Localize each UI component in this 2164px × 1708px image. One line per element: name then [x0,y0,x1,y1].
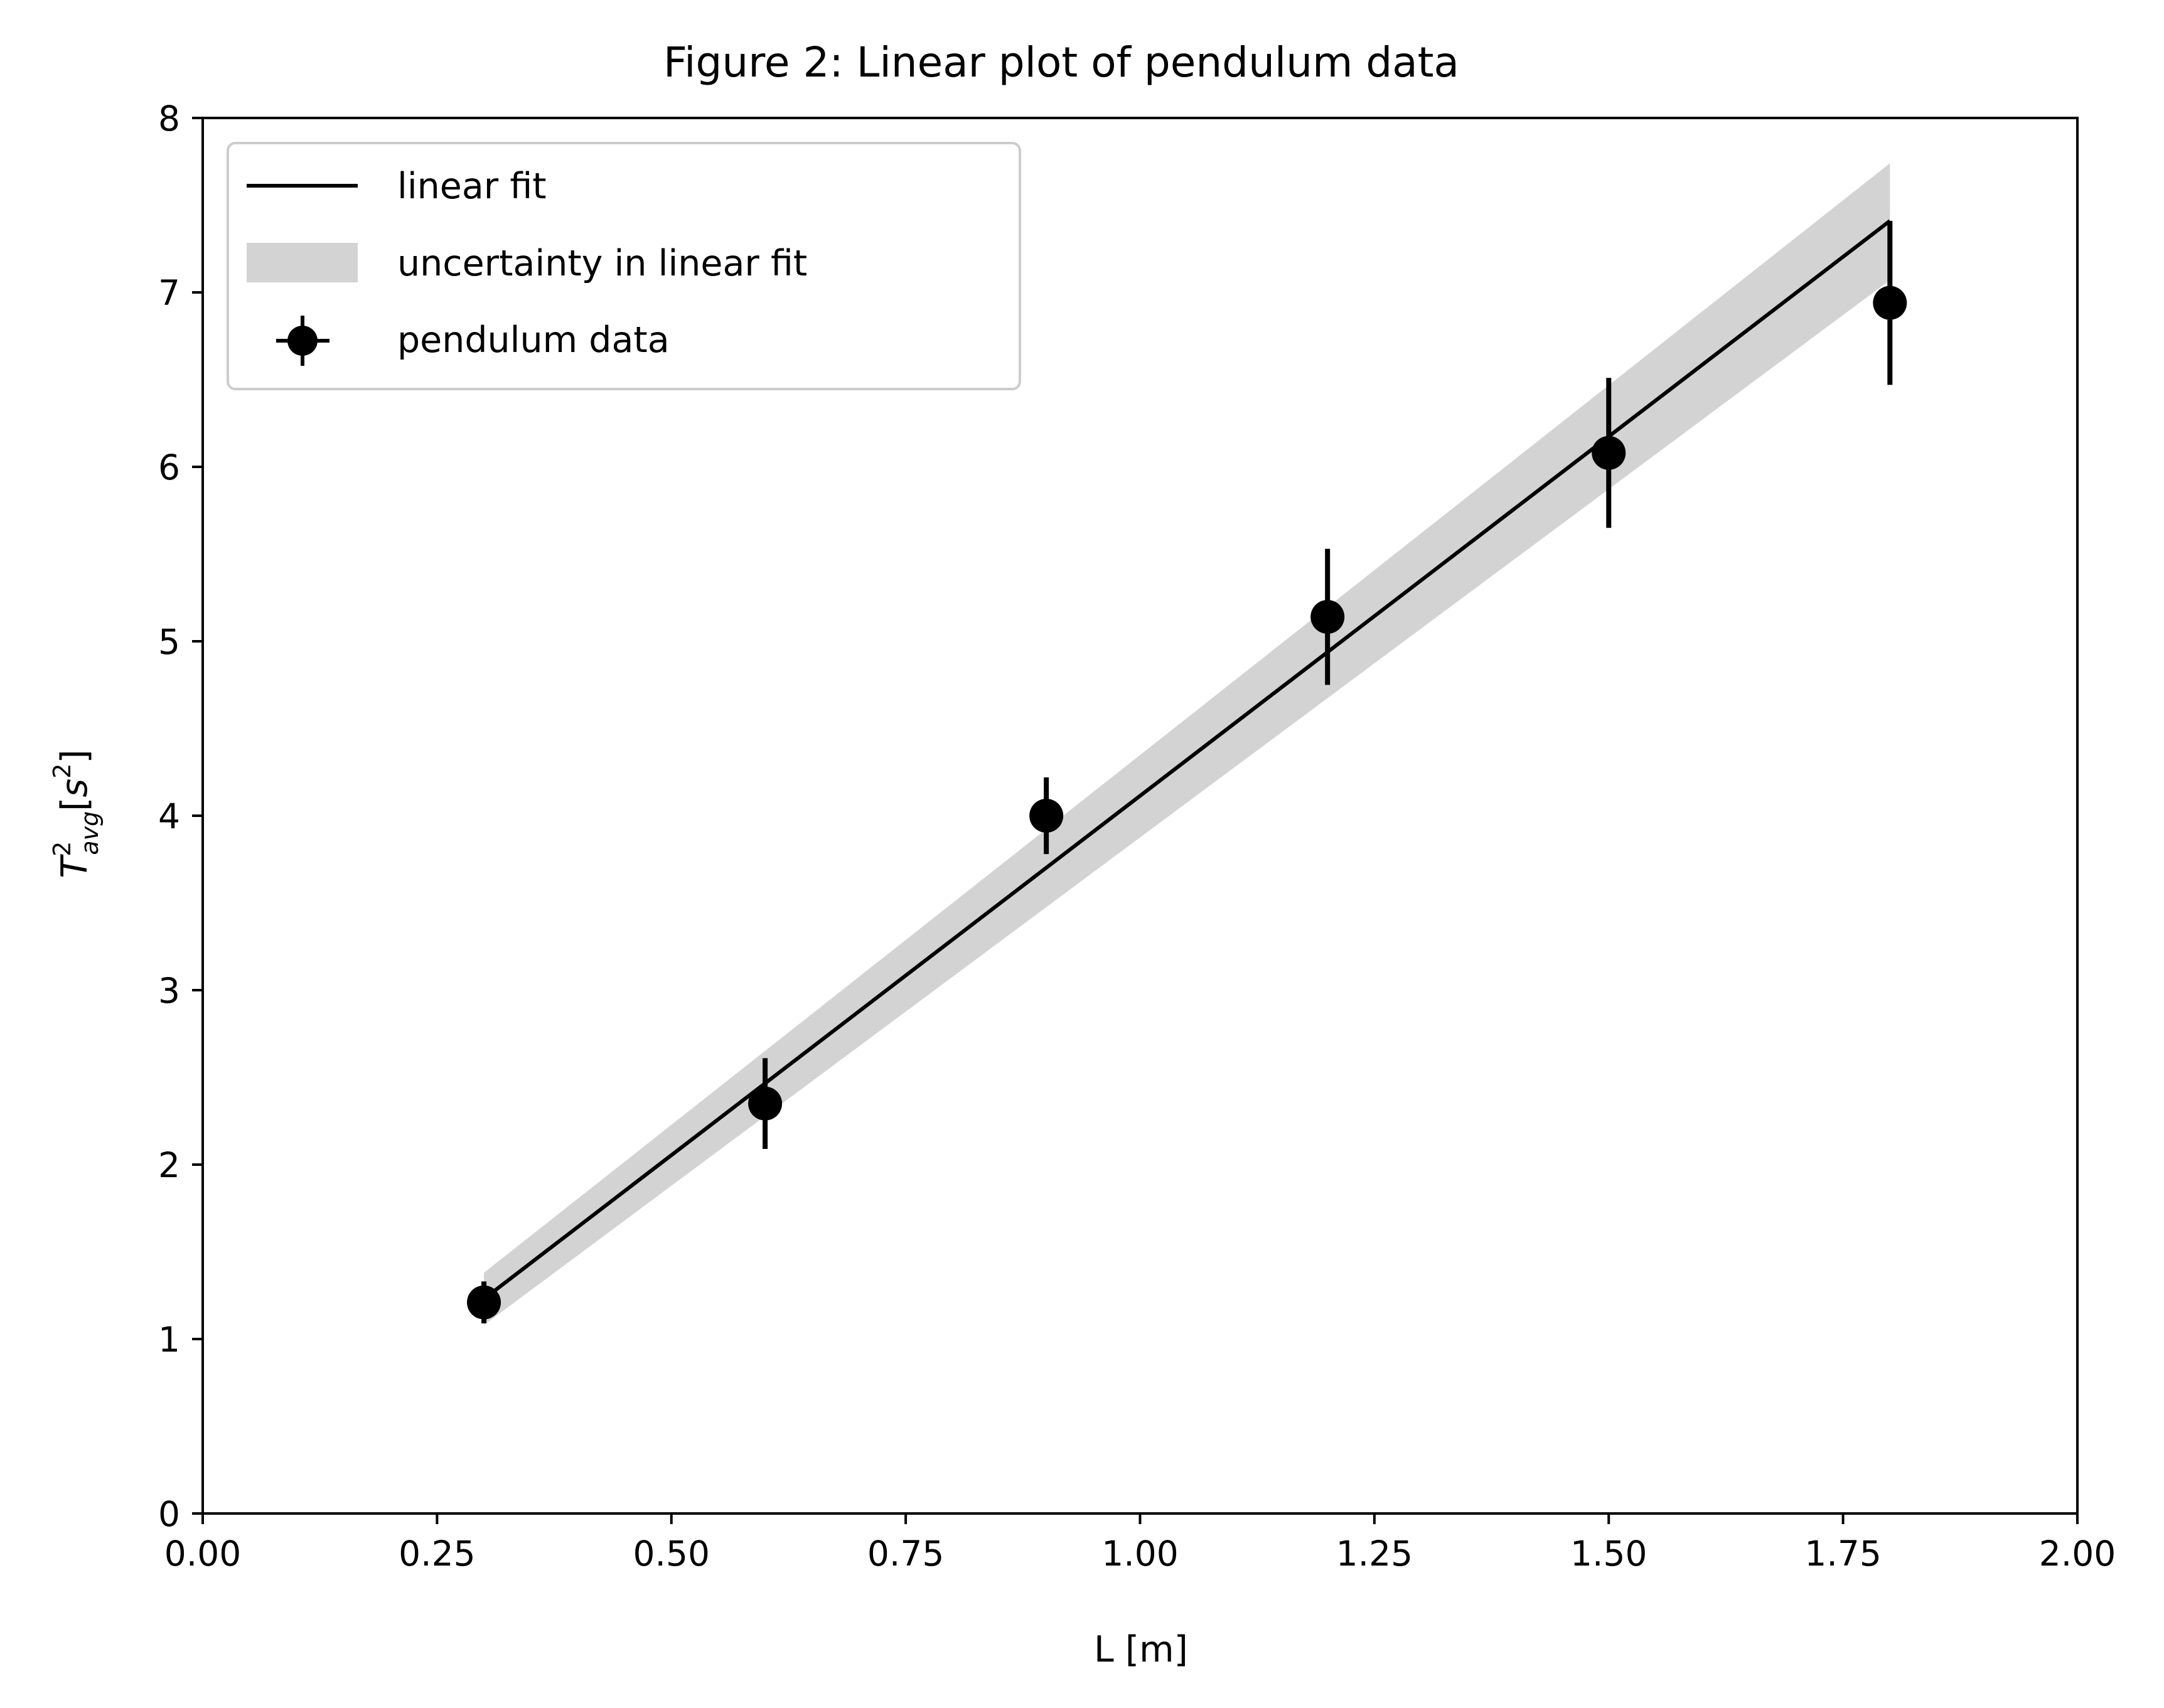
data-point [1310,600,1345,634]
data-point [467,1285,501,1320]
y-tick-label: 8 [158,99,180,139]
axes: 0.00 0.25 0.50 0.75 1.00 1.25 1.50 1.75 2.00 0 1 2 3… [158,99,2116,1574]
legend-label-linear-fit: linear fit [397,166,547,207]
y-axis-label-superscript: 2 [48,841,76,857]
y-axis-label-subscript: avg [76,811,104,855]
chart-title: Figure 2: Linear plot of pendulum data [663,38,1459,87]
y-axis-label-unit: s [54,779,95,798]
y-axis-label-unit-superscript: 2 [48,764,76,779]
legend-label-uncertainty: uncertainty in linear fit [397,243,807,284]
y-tick-label: 3 [158,971,180,1011]
legend-band-swatch [247,243,358,282]
legend: linear fit uncertainty in linear fit pen… [227,142,1021,390]
plot-area [467,163,1907,1325]
x-tick-label: 0.75 [867,1534,944,1574]
uncertainty-band [484,163,1890,1325]
y-axis-label-bracket-open: [ [54,797,95,811]
x-tick-label: 2.00 [2039,1534,2116,1574]
y-tick-label: 1 [158,1320,180,1360]
x-axis-label: L [m] [1094,1629,1188,1670]
x-tick-label: 0.00 [164,1534,241,1574]
y-axis-label-bracket-close: ] [54,749,95,763]
data-point [1592,435,1626,470]
legend-marker-circle [287,326,318,356]
legend-frame [227,142,1021,390]
x-tick-label: 1.25 [1336,1534,1413,1574]
y-tick-label: 0 [158,1494,180,1534]
x-tick-label: 0.50 [633,1534,710,1574]
data-point [1873,286,1907,320]
y-tick-label: 4 [158,796,180,836]
legend-label-pendulum-data: pendulum data [397,319,670,361]
x-tick-label: 1.75 [1804,1534,1881,1574]
data-point [1029,799,1064,833]
x-tick-label: 1.00 [1101,1534,1178,1574]
data-point [748,1086,783,1121]
y-tick-label: 2 [158,1145,180,1185]
legend-errorbar-swatch [276,316,329,366]
linear-fit-line [483,219,1892,1301]
x-tick-label: 1.50 [1570,1534,1647,1574]
y-axis-label: T2avg[s2] [48,749,104,878]
x-tick-label: 0.25 [399,1534,475,1574]
y-tick-label: 7 [158,273,180,313]
y-axis-label-base: T [54,854,95,878]
y-tick-label: 5 [158,622,180,662]
y-tick-label: 6 [158,447,180,488]
